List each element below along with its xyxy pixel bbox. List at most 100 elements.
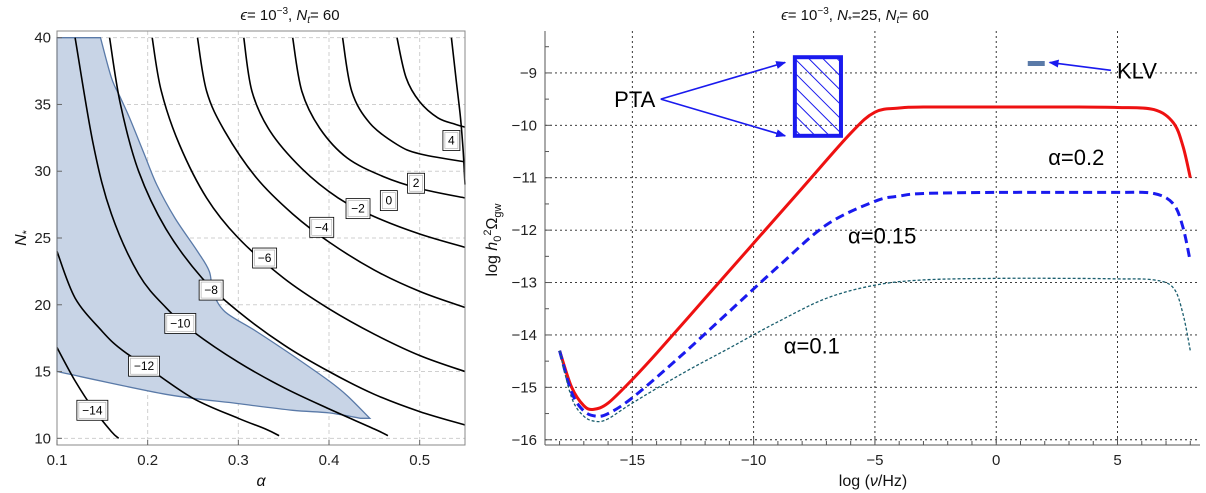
left-y-tick-label: 35	[34, 96, 51, 113]
right-y-tick-label: −15	[512, 379, 537, 396]
contour-label-inner-box	[200, 281, 222, 299]
contour-line	[341, 37, 466, 163]
contour-label: −6	[252, 247, 278, 269]
contour-label-inner-box	[78, 401, 107, 419]
right-x-axis-label: log (ν/Hz)	[839, 473, 907, 490]
rylabel-omega-sub: gw	[492, 203, 504, 217]
right-y-tick-label: −13	[512, 275, 537, 292]
contour-label-text: 4	[448, 134, 455, 148]
rxlabel-hz: /Hz)	[878, 473, 907, 490]
contour-label: −8	[198, 279, 224, 301]
right-annotations: PTA KLV α=0.2 α=0.15 α=0.1	[614, 55, 1157, 358]
contour-label-inner-box	[130, 357, 158, 375]
right-y-tick-label: −9	[520, 65, 537, 82]
right-y-tick-label: −10	[512, 117, 537, 134]
contour-label-text: −2	[351, 202, 365, 216]
rtitle-n: N	[837, 7, 848, 24]
left-x-tick-label: 0.2	[137, 452, 158, 469]
rylabel-h-sub: 0	[492, 236, 504, 242]
left-x-tick-label: 0.5	[409, 452, 430, 469]
ylabel-star: *	[21, 229, 33, 234]
series-label: α=0.15	[848, 223, 916, 248]
left-chart-title: ϵ= 10−3, Nt= 60	[240, 6, 339, 26]
annotation-arrow	[660, 98, 787, 138]
contour-label-inner-box	[444, 132, 459, 149]
contour-label-inner-box	[347, 200, 369, 217]
contour-line	[108, 37, 466, 426]
contour-line	[196, 37, 466, 309]
contour-label-box	[76, 399, 109, 421]
contour-label-text: −14	[82, 403, 103, 417]
contour-label-inner-box	[311, 219, 333, 236]
ylabel-n: N	[13, 234, 30, 246]
rtitle-star: *	[848, 15, 852, 26]
contour-label-box	[252, 247, 278, 269]
right-chart: ϵ= 10−3, N*=25, Nt= 60 PTAKLVα=0.2α=0.15…	[482, 6, 1200, 490]
left-y-tick-label: 30	[34, 163, 51, 180]
series-line-1	[558, 105, 1192, 412]
annotation-arrow	[1048, 59, 1112, 72]
contour-label-box	[345, 198, 371, 220]
left-y-tick-label: 20	[34, 297, 51, 314]
series-line-3	[558, 277, 1191, 423]
contour-line	[450, 37, 466, 185]
title-eq: = 10	[247, 7, 277, 24]
right-x-tick-label: 0	[992, 452, 1000, 469]
contour-label-inner-box	[254, 249, 275, 267]
right-y-tick-label: −12	[512, 222, 537, 239]
rxlabel-nu: ν	[870, 473, 878, 490]
contour-line	[243, 37, 466, 249]
contour-label-text: −4	[315, 220, 329, 234]
pta-sensitivity-box	[792, 55, 843, 138]
rtitle-sep: ,	[829, 7, 837, 24]
rtitle-epsilon: ϵ	[781, 7, 788, 24]
contour-label-box	[407, 172, 425, 194]
series-label: α=0.2	[1048, 145, 1104, 170]
rylabel-h-sup: 2	[482, 230, 494, 236]
rtitle-n2: N	[886, 7, 897, 24]
contour-label-inner-box	[382, 192, 396, 209]
series-line-2	[558, 190, 1192, 418]
left-y-axis-label: N*	[13, 229, 33, 246]
contour-label-text: −12	[134, 359, 155, 373]
contour-label-box	[379, 190, 398, 212]
contour-label: −14	[76, 399, 109, 421]
contour-label-box	[164, 313, 197, 334]
title-n: N	[296, 7, 307, 24]
annotation-arrow	[660, 61, 787, 100]
allowed-region	[56, 37, 372, 419]
contour-label-box	[442, 130, 461, 151]
contour-label-text: −8	[204, 283, 218, 297]
contour-label-text: 2	[413, 176, 420, 190]
right-x-tick-label: 5	[1113, 452, 1121, 469]
contour-label-text: 0	[385, 194, 392, 208]
contour-label: −12	[128, 355, 160, 377]
left-y-tick-label: 15	[34, 364, 51, 381]
rtitle-exp: −3	[817, 6, 829, 17]
contour-label: −2	[345, 198, 371, 220]
title-sep: ,	[288, 7, 296, 24]
annotation-pta: PTA	[614, 87, 655, 112]
rylabel-omega: Ω	[484, 218, 501, 230]
right-y-tick-label: −14	[512, 327, 537, 344]
right-x-tick-label: −15	[620, 452, 645, 469]
contour-label-inner-box	[409, 174, 423, 192]
left-chart: ϵ= 10−3, Nt= 60 −14 −12 −10 −8 −6 −4 −2 0 2 4 0.1…	[13, 6, 466, 490]
right-y-axis-label: log h02Ωgw	[482, 203, 504, 276]
left-y-tick-label: 25	[34, 230, 51, 247]
contour-label: −10	[164, 313, 197, 334]
left-y-tick-label: 40	[34, 30, 51, 47]
rtitle-nt-val: = 60	[899, 7, 929, 24]
right-y-tick-label: −16	[512, 432, 537, 449]
contour-label-box	[198, 279, 224, 301]
rtitle-t: t	[896, 15, 900, 26]
right-gridlines	[545, 31, 1200, 445]
rxlabel-log: log (	[839, 473, 871, 490]
right-plot-bg	[545, 31, 1200, 445]
right-ticks: −15 −10 −5 0 5 −16 −15 −14 −13 −12 −11 −10 −9	[512, 31, 1200, 469]
title-exp: −3	[277, 6, 289, 17]
contour-label-box	[309, 216, 335, 238]
left-x-tick-label: 0.1	[47, 452, 68, 469]
